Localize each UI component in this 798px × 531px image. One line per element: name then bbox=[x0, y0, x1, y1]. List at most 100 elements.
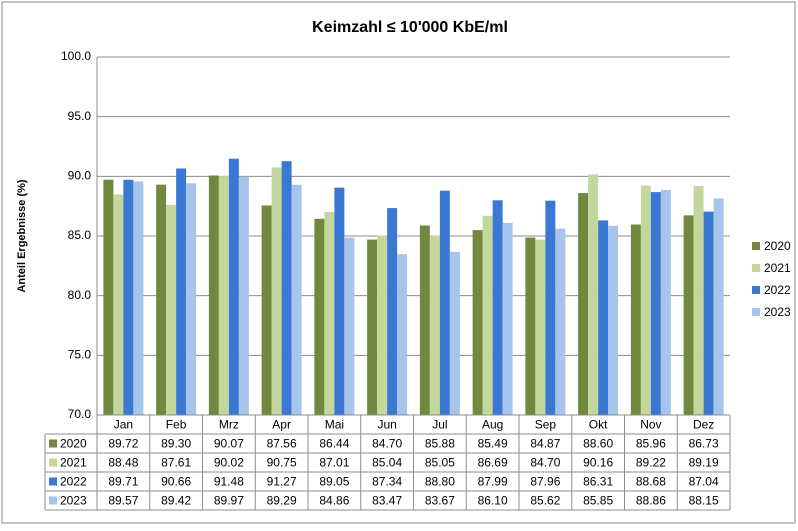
table-cell: 89.72 bbox=[108, 437, 138, 451]
bar bbox=[113, 194, 124, 415]
table-cell: 89.30 bbox=[161, 437, 191, 451]
table-series-name: 2023 bbox=[60, 494, 87, 508]
bar bbox=[419, 225, 430, 415]
bar bbox=[545, 200, 556, 415]
x-tick-label: Mai bbox=[325, 418, 344, 432]
y-tick-label: 95.0 bbox=[68, 109, 92, 123]
table-cell: 84.70 bbox=[372, 437, 402, 451]
bar bbox=[502, 222, 513, 415]
table-cell: 88.68 bbox=[636, 475, 666, 489]
table-cell: 86.73 bbox=[689, 437, 719, 451]
x-tick-label: Dez bbox=[693, 418, 714, 432]
bar bbox=[261, 205, 272, 415]
x-tick-label: Sep bbox=[535, 418, 557, 432]
table-cell: 87.99 bbox=[478, 475, 508, 489]
table-cell: 89.71 bbox=[108, 475, 138, 489]
y-tick-label: 100.0 bbox=[61, 49, 91, 63]
x-tick-label: Okt bbox=[589, 418, 608, 432]
table-cell: 89.42 bbox=[161, 494, 191, 508]
bar bbox=[218, 176, 229, 415]
table-cell: 88.80 bbox=[425, 475, 455, 489]
bar bbox=[578, 193, 589, 415]
table-cell: 85.96 bbox=[636, 437, 666, 451]
table-legend-key bbox=[49, 439, 57, 448]
x-tick-label: Apr bbox=[272, 418, 291, 432]
bar bbox=[703, 211, 714, 415]
bar bbox=[429, 235, 440, 415]
table-cell: 88.60 bbox=[583, 437, 613, 451]
y-tick-label: 75.0 bbox=[68, 348, 92, 362]
bar bbox=[449, 251, 460, 415]
table-cell: 88.15 bbox=[689, 494, 719, 508]
table-series-name: 2021 bbox=[60, 456, 87, 470]
bar bbox=[123, 179, 134, 415]
bar bbox=[693, 185, 704, 415]
table-cell: 85.85 bbox=[583, 494, 613, 508]
bar bbox=[156, 184, 167, 415]
bar bbox=[176, 168, 187, 415]
table-cell: 83.47 bbox=[372, 494, 402, 508]
table-cell: 86.69 bbox=[478, 456, 508, 470]
table-cell: 89.19 bbox=[689, 456, 719, 470]
bar bbox=[166, 204, 177, 415]
table-cell: 87.34 bbox=[372, 475, 402, 489]
bar bbox=[103, 179, 114, 415]
bar bbox=[186, 183, 197, 415]
table-cell: 89.22 bbox=[636, 456, 666, 470]
chart-title: Keimzahl ≤ 10'000 KbE/ml bbox=[312, 19, 508, 36]
bar bbox=[608, 225, 619, 415]
bar bbox=[133, 181, 144, 415]
bar bbox=[555, 228, 566, 415]
bar bbox=[640, 185, 651, 415]
table-legend-key bbox=[49, 458, 57, 467]
legend-key bbox=[752, 242, 760, 250]
table-cell: 86.10 bbox=[478, 494, 508, 508]
y-axis-label: Anteil Ergebnisse (%) bbox=[16, 179, 28, 292]
table-cell: 88.48 bbox=[108, 456, 138, 470]
bar bbox=[314, 218, 325, 415]
table-cell: 91.48 bbox=[214, 475, 244, 489]
bar bbox=[334, 187, 345, 415]
bar bbox=[650, 192, 661, 415]
bar bbox=[208, 175, 219, 415]
bar bbox=[683, 215, 694, 415]
table-cell: 84.87 bbox=[530, 437, 560, 451]
bar bbox=[367, 239, 378, 415]
x-tick-label: Jan bbox=[114, 418, 133, 432]
legend-key bbox=[752, 308, 760, 316]
legend-label: 2022 bbox=[764, 283, 791, 297]
bar bbox=[439, 190, 450, 415]
table-cell: 87.01 bbox=[319, 456, 349, 470]
table-series-name: 2020 bbox=[60, 437, 87, 451]
bar bbox=[482, 215, 493, 415]
table-cell: 85.04 bbox=[372, 456, 402, 470]
bar bbox=[630, 224, 641, 415]
bar bbox=[713, 198, 724, 415]
x-tick-label: Jul bbox=[432, 418, 447, 432]
table-cell: 88.86 bbox=[636, 494, 666, 508]
table-cell: 87.96 bbox=[530, 475, 560, 489]
bar bbox=[660, 189, 671, 415]
table-cell: 85.05 bbox=[425, 456, 455, 470]
x-tick-label: Mrz bbox=[219, 418, 239, 432]
table-legend-key bbox=[49, 496, 57, 505]
table-cell: 86.31 bbox=[583, 475, 613, 489]
table-cell: 87.04 bbox=[689, 475, 719, 489]
table-cell: 87.56 bbox=[267, 437, 297, 451]
legend-key bbox=[752, 286, 760, 294]
table-cell: 89.97 bbox=[214, 494, 244, 508]
bar bbox=[535, 239, 546, 415]
bar bbox=[525, 237, 536, 415]
table-cell: 90.02 bbox=[214, 456, 244, 470]
table-cell: 89.57 bbox=[108, 494, 138, 508]
table-cell: 90.16 bbox=[583, 456, 613, 470]
table-series-name: 2022 bbox=[60, 475, 87, 489]
bar bbox=[291, 184, 302, 415]
x-tick-label: Aug bbox=[482, 418, 503, 432]
x-tick-label: Feb bbox=[166, 418, 187, 432]
table-cell: 83.67 bbox=[425, 494, 455, 508]
table-cell: 87.61 bbox=[161, 456, 191, 470]
table-cell: 85.49 bbox=[478, 437, 508, 451]
table-cell: 89.05 bbox=[319, 475, 349, 489]
